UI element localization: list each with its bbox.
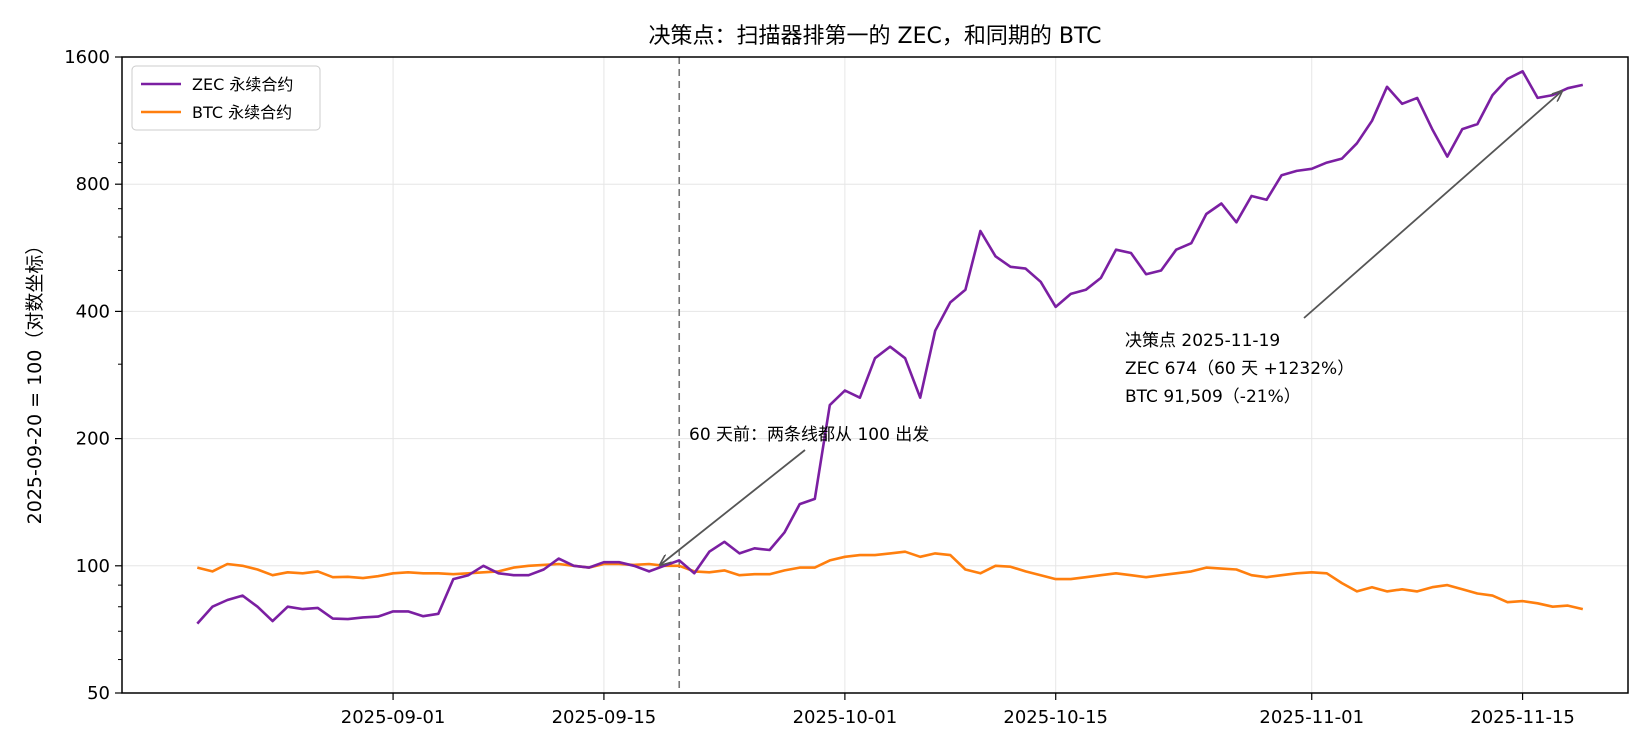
plot-frame [121, 56, 1629, 694]
x-tick-label: 2025-09-15 [552, 707, 657, 728]
annotation-start: 60 天前：两条线都从 100 出发 [689, 425, 929, 445]
legend-box [131, 65, 321, 131]
y-tick-label: 800 [76, 174, 110, 195]
y-axis-label: 2025-09-20 = 100（对数坐标） [24, 236, 46, 525]
chart-title: 决策点：扫描器排第一的 ZEC，和同期的 BTC [649, 24, 1102, 49]
annotation-decision-line-3: BTC 91,509（-21%） [1125, 387, 1301, 407]
x-tick-label: 2025-11-15 [1470, 707, 1575, 728]
y-tick-label: 100 [76, 556, 110, 577]
annotation-decision-line-1: 决策点 2025-11-19 [1125, 331, 1280, 351]
y-axis: 50 100 200 400 800 1600 [64, 47, 122, 704]
y-tick-label: 400 [76, 301, 110, 322]
legend-label-zec: ZEC 永续合约 [192, 75, 293, 94]
gridlines [122, 56, 1628, 694]
annotation-decision-line-2: ZEC 674（60 天 +1232%） [1125, 359, 1354, 379]
series-line-zec [196, 70, 1584, 625]
y-tick-label: 1600 [64, 47, 110, 68]
annotation-arrow-start [660, 449, 806, 565]
x-tick-label: 2025-11-01 [1259, 707, 1364, 728]
x-tick-label: 2025-10-15 [1003, 707, 1108, 728]
series-line-btc [196, 550, 1584, 611]
x-tick-label: 2025-10-01 [793, 707, 898, 728]
x-axis: 2025-09-01 2025-09-15 2025-10-01 2025-10-15… [341, 693, 1575, 728]
legend: ZEC 永续合约 BTC 永续合约 [131, 65, 321, 131]
series-layer [196, 70, 1584, 625]
legend-label-btc: BTC 永续合约 [192, 103, 292, 122]
x-tick-label: 2025-09-01 [341, 707, 446, 728]
y-tick-label: 50 [87, 683, 110, 704]
annotation-arrow-decision [1303, 91, 1562, 319]
y-tick-label: 200 [76, 429, 110, 450]
